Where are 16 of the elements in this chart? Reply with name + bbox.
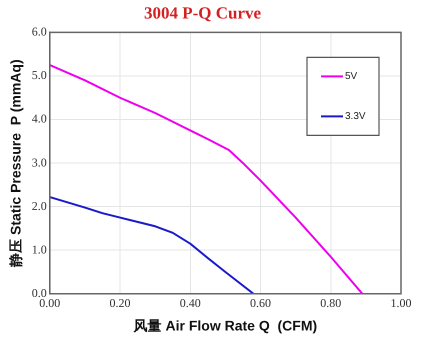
x-tick-label: 1.00	[390, 296, 412, 310]
y-tick-label: 2.0	[32, 198, 47, 213]
x-tick-label: 0.80	[320, 296, 342, 310]
y-tick-label: 5.0	[32, 68, 47, 82]
legend-label: 5V	[345, 71, 358, 82]
y-tick-label: 1.0	[32, 242, 47, 256]
x-axis-title: 风量 Air Flow Rate Q (CFM)	[132, 317, 318, 334]
chart-title: 3004 P-Q Curve	[144, 4, 262, 23]
y-tick-label: 6.0	[32, 24, 47, 39]
legend-label: 3.3V	[345, 111, 366, 122]
y-tick-label: 3.0	[32, 155, 47, 170]
x-tick-label: 0.40	[180, 296, 201, 310]
x-tick-label: 0.20	[110, 296, 131, 310]
y-tick-label: 4.0	[32, 112, 47, 126]
y-axis-title: 静压 Static Pressure P (mmAq)	[7, 59, 24, 268]
x-tick-label: 0.60	[250, 296, 272, 310]
